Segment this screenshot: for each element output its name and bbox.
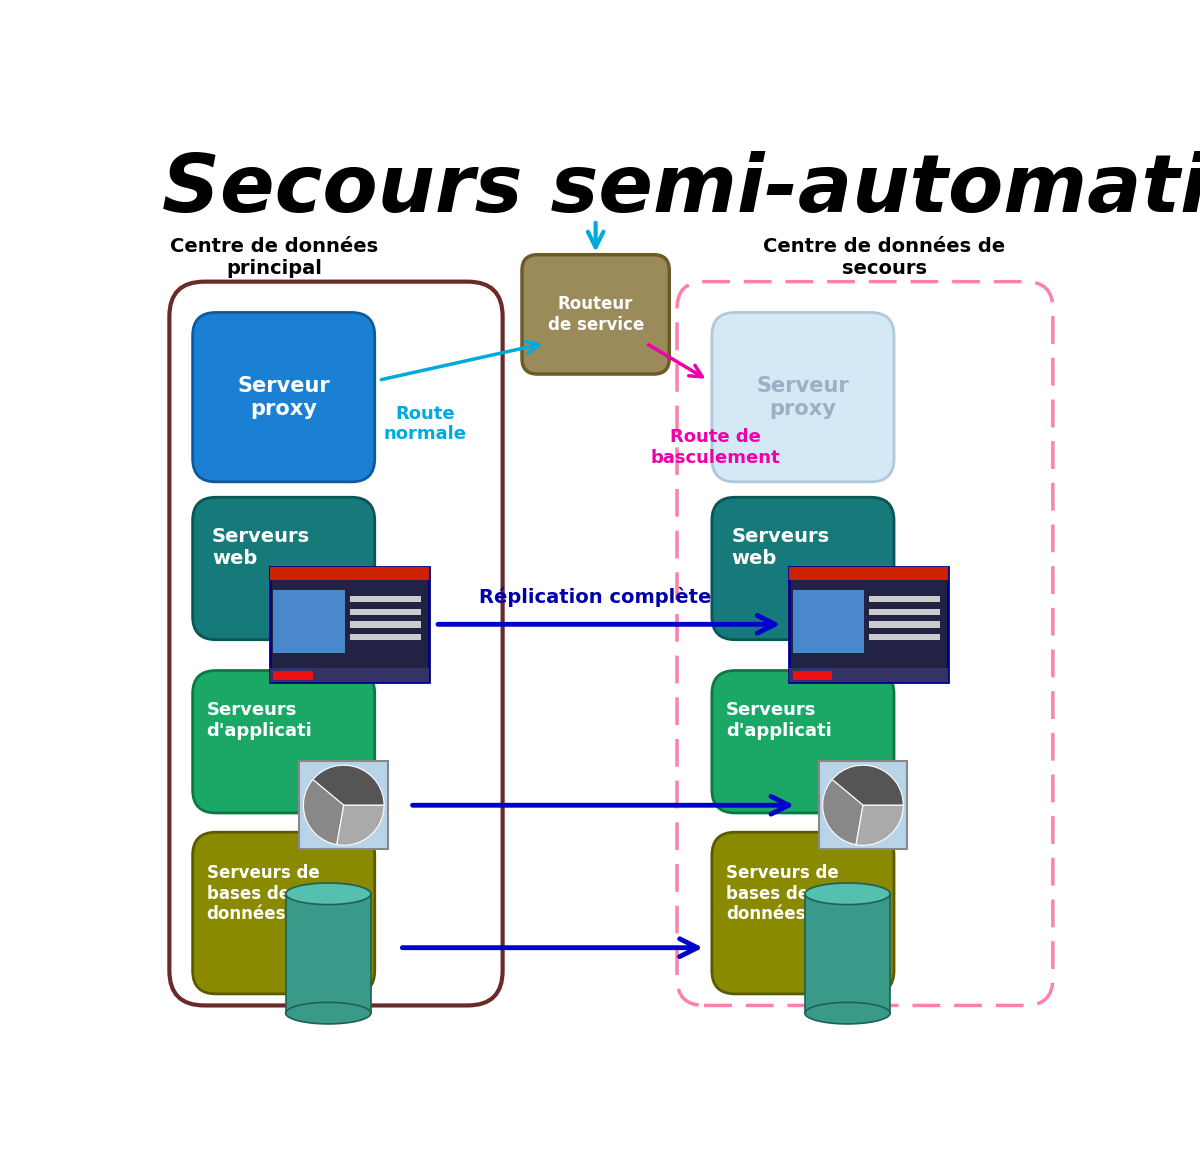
FancyBboxPatch shape: [869, 609, 941, 615]
Text: Route de
basculement: Route de basculement: [650, 428, 780, 466]
FancyBboxPatch shape: [300, 761, 388, 849]
Wedge shape: [823, 780, 863, 844]
FancyBboxPatch shape: [193, 832, 374, 994]
Ellipse shape: [286, 1002, 371, 1024]
FancyBboxPatch shape: [349, 635, 421, 640]
Ellipse shape: [286, 883, 371, 905]
FancyBboxPatch shape: [193, 670, 374, 813]
FancyBboxPatch shape: [790, 566, 948, 682]
Polygon shape: [805, 894, 890, 1013]
Text: Route
normale: Route normale: [384, 405, 467, 443]
FancyBboxPatch shape: [193, 312, 374, 481]
FancyBboxPatch shape: [818, 761, 907, 849]
FancyBboxPatch shape: [270, 668, 430, 682]
Text: Serveurs
d'applicati: Serveurs d'applicati: [726, 701, 832, 740]
FancyBboxPatch shape: [792, 670, 833, 680]
Text: Serveurs de
bases de
données: Serveurs de bases de données: [206, 864, 319, 923]
Text: Routeur
de service: Routeur de service: [547, 295, 643, 334]
FancyBboxPatch shape: [869, 635, 941, 640]
Text: Réplication complète: Réplication complète: [480, 587, 712, 608]
FancyBboxPatch shape: [790, 566, 948, 580]
Wedge shape: [313, 766, 384, 805]
FancyBboxPatch shape: [270, 566, 430, 682]
Wedge shape: [337, 805, 384, 846]
Ellipse shape: [805, 883, 890, 905]
Text: Serveurs
web: Serveurs web: [212, 527, 310, 567]
FancyBboxPatch shape: [712, 670, 894, 813]
FancyBboxPatch shape: [790, 668, 948, 682]
FancyBboxPatch shape: [869, 622, 941, 628]
FancyBboxPatch shape: [869, 596, 941, 602]
Polygon shape: [286, 894, 371, 1013]
FancyBboxPatch shape: [274, 670, 313, 680]
Text: Centre de données
principal: Centre de données principal: [170, 237, 378, 277]
FancyBboxPatch shape: [712, 312, 894, 481]
Text: Serveurs
d'applicati: Serveurs d'applicati: [206, 701, 312, 740]
FancyBboxPatch shape: [169, 282, 503, 1006]
FancyBboxPatch shape: [270, 566, 430, 580]
FancyBboxPatch shape: [522, 255, 670, 374]
Wedge shape: [832, 766, 904, 805]
FancyBboxPatch shape: [712, 832, 894, 994]
FancyBboxPatch shape: [792, 589, 864, 653]
Text: Serveur
proxy: Serveur proxy: [756, 376, 850, 419]
FancyBboxPatch shape: [349, 622, 421, 628]
FancyBboxPatch shape: [677, 282, 1052, 1006]
Ellipse shape: [805, 1002, 890, 1024]
FancyBboxPatch shape: [349, 609, 421, 615]
FancyBboxPatch shape: [193, 498, 374, 639]
Text: Serveur
proxy: Serveur proxy: [238, 376, 330, 419]
Text: Serveurs
web: Serveurs web: [731, 527, 829, 567]
Text: Centre de données de
secours: Centre de données de secours: [763, 237, 1006, 277]
Text: Serveurs de
bases de
données: Serveurs de bases de données: [726, 864, 839, 923]
Wedge shape: [856, 805, 904, 846]
Text: Secours semi-automatique: Secours semi-automatique: [162, 151, 1200, 229]
FancyBboxPatch shape: [712, 498, 894, 639]
FancyBboxPatch shape: [349, 596, 421, 602]
FancyBboxPatch shape: [274, 589, 344, 653]
Wedge shape: [304, 780, 343, 844]
